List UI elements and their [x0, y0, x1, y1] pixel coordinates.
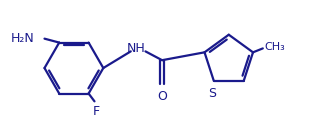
Text: S: S: [208, 87, 216, 100]
Text: H₂N: H₂N: [11, 32, 35, 45]
Text: CH₃: CH₃: [265, 42, 286, 52]
Text: NH: NH: [126, 42, 145, 55]
Text: O: O: [157, 90, 167, 103]
Text: F: F: [93, 105, 100, 118]
